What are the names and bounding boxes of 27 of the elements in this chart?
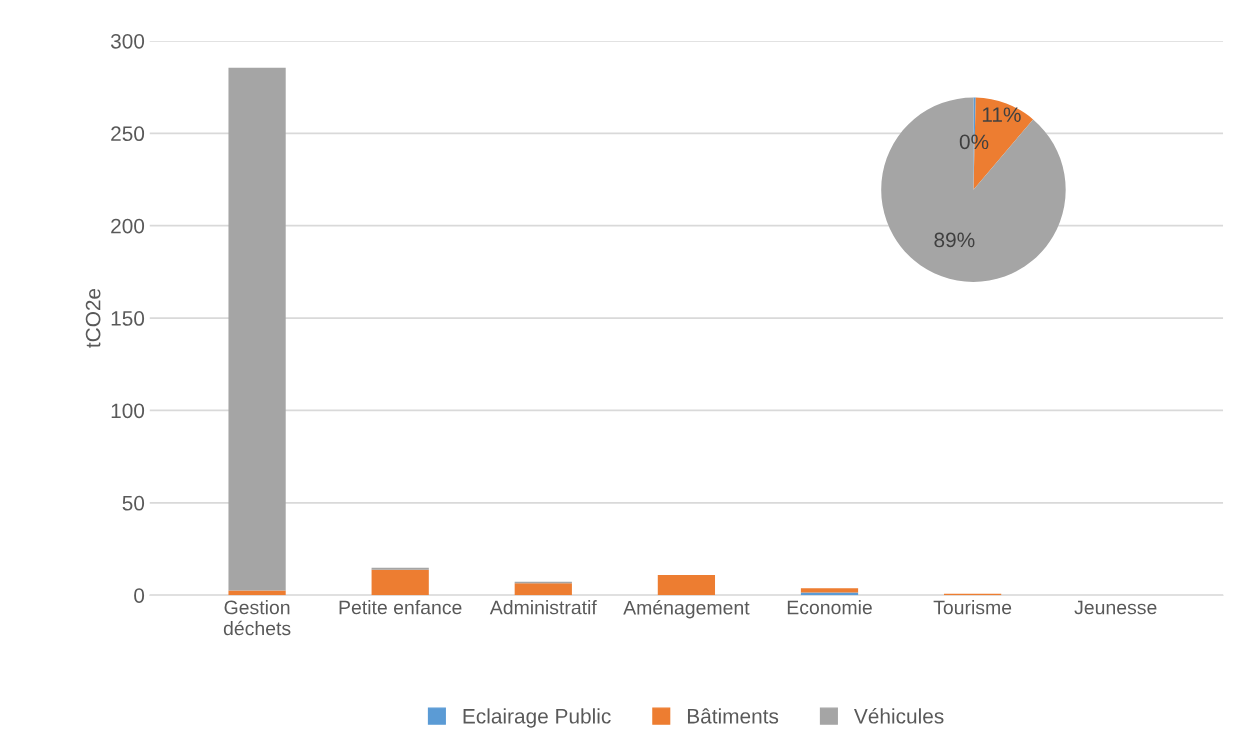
y-tick-label: 300 — [110, 33, 145, 49]
bar — [228, 67, 286, 591]
y-tick-label: 250 — [111, 126, 145, 142]
x-tick-label: Economie — [787, 600, 872, 615]
bar — [657, 574, 716, 596]
y-tick-label: 200 — [111, 218, 145, 234]
legend-label: Eclairage Public — [463, 708, 611, 728]
legend-label: Véhicules — [854, 708, 944, 724]
data-label: 89% — [934, 232, 975, 248]
legend-label: Bâtiments — [687, 708, 779, 724]
x-tick-label: Petite enfance — [339, 600, 462, 615]
y-tick-label: 150 — [111, 311, 145, 326]
y-tick-label: 50 — [122, 495, 145, 511]
y-tick-label: 100 — [111, 403, 145, 419]
y-tick-label: 0 — [134, 588, 145, 603]
data-label: 11% — [982, 107, 1021, 122]
x-tick-label: Tourisme — [933, 600, 1012, 615]
bar — [800, 588, 859, 593]
bar — [514, 583, 572, 596]
y-axis-title: tCO2e — [85, 288, 101, 348]
pie-slice — [881, 97, 1066, 282]
bar — [371, 569, 429, 596]
x-tick-label: Aménagement — [623, 600, 750, 619]
x-tick-label: Jeunesse — [1074, 600, 1157, 615]
x-tick-label: Administratif — [489, 600, 597, 615]
bar — [800, 592, 859, 596]
x-tick-label: Gestion déchets — [223, 600, 291, 636]
